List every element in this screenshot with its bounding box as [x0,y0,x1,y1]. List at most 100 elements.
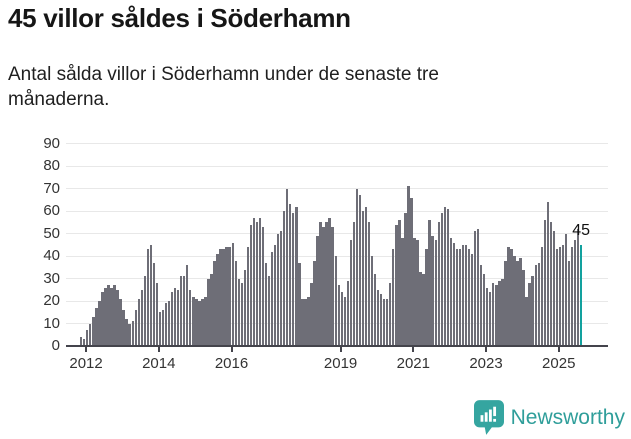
bar [273,244,277,346]
bar [434,240,437,346]
bar [398,220,401,346]
gridline [66,188,608,189]
bar [298,262,301,346]
bar [443,206,446,346]
bar [128,323,131,346]
bar [431,235,434,346]
bar [516,260,519,346]
bar [149,244,153,346]
x-axis-label: 2012 [69,355,103,372]
bar [328,217,331,346]
bar [476,229,480,346]
bar [286,188,289,346]
bar [237,278,240,346]
bar [401,238,404,346]
chart-title: 45 villor såldes i Söderhamn [8,3,351,33]
bar [195,298,198,346]
x-axis-line [66,345,608,347]
bar [98,301,101,346]
bar [422,274,425,346]
bar [482,274,486,346]
bar [270,251,274,346]
gridline [66,278,608,279]
bar [489,292,492,346]
bar [267,276,271,346]
bar [486,287,489,346]
bar [289,204,292,346]
bar [340,292,343,346]
bar [461,244,465,346]
bar [413,238,416,346]
bar [525,296,528,346]
bar [258,217,262,346]
bar [137,298,140,346]
bar [522,269,525,346]
bar [316,235,319,346]
x-axis-label: 2016 [214,355,249,372]
bar [86,330,89,346]
bar [279,231,283,346]
bar [507,247,510,346]
subtitle-line: månaderna. [8,89,110,111]
bar [125,319,128,346]
bar [110,287,113,346]
bar [501,278,504,346]
gridline [66,300,608,302]
bar [83,339,86,346]
bar [540,247,543,346]
bar [337,285,340,346]
bar [231,242,234,346]
bar [292,213,295,346]
bar [455,249,459,346]
bar [179,276,183,346]
newsworthy-logo[interactable]: Newsworthy [473,400,625,435]
y-axis-label: 70 [43,179,60,197]
x-axis-label: 2025 [542,355,576,372]
bar [104,287,107,346]
bar [143,276,147,346]
bar [255,222,259,346]
bar [334,256,337,346]
bar [207,278,210,346]
bar [225,247,228,346]
bar [546,202,549,346]
bar [549,222,553,346]
bar [95,307,98,346]
bar [158,312,162,346]
bar [404,213,407,346]
bar [131,321,134,346]
bar [189,289,192,346]
bar [410,197,413,346]
bar [379,294,383,346]
bar [558,247,562,346]
gridline [66,143,608,144]
bar [452,242,456,346]
bar [346,280,350,346]
bar [498,280,501,346]
gridline [66,165,608,167]
bar [252,217,256,346]
bar [246,247,250,346]
bar [479,265,483,346]
bar [564,233,568,346]
bar [243,269,246,346]
bar [107,285,110,346]
x-axis-tick [557,347,560,352]
bar [80,337,83,346]
gridline [66,233,608,234]
x-axis-tick [230,347,233,352]
x-axis-tick [85,347,88,352]
newsworthy-chart-bubble-icon [473,400,504,435]
bar [349,240,353,346]
chart-subtitle: Antal sålda villor i Söderhamn under de … [8,62,608,112]
x-axis-label: 2021 [396,355,430,372]
bar [570,247,574,346]
x-axis-label: 2019 [323,355,358,372]
bar [310,283,313,346]
bar [313,260,316,346]
y-axis-label: 80 [43,157,60,174]
bar [301,298,304,346]
bar [113,285,116,346]
bar [458,249,462,346]
